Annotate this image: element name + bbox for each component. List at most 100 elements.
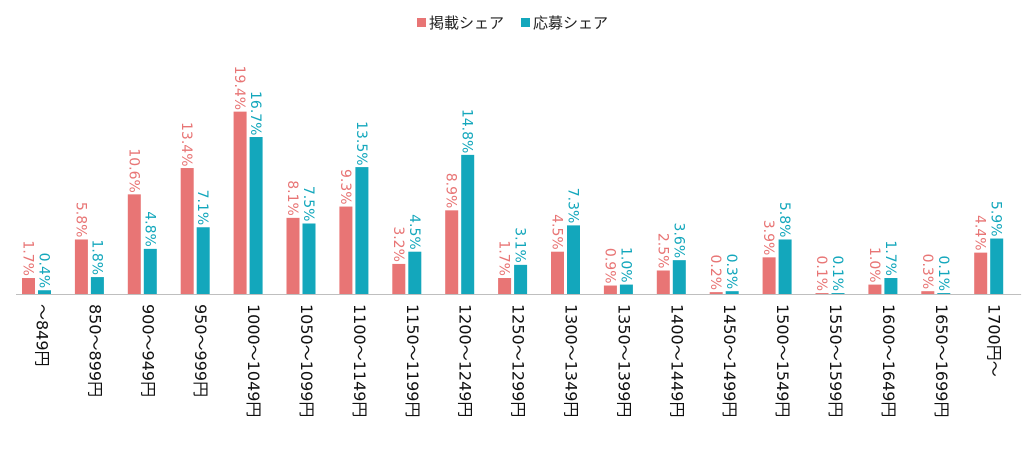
bar-application-6 <box>355 167 369 294</box>
bar-listing-12 <box>656 270 670 294</box>
legend-swatch-1 <box>417 18 426 27</box>
x-tick-label-15: 1550～1599円 <box>826 304 845 417</box>
x-tick-label-9: 1250～1299円 <box>509 304 528 417</box>
data-label-application-8: 14.8% <box>459 109 475 153</box>
data-label-application-15: 0.1% <box>829 255 845 291</box>
data-label-listing-11: 0.9% <box>601 248 617 284</box>
data-label-listing-17: 0.3% <box>919 254 935 290</box>
bar-application-8 <box>461 154 475 294</box>
x-tick-label-13: 1450～1499円 <box>720 304 739 417</box>
data-label-listing-10: 4.5% <box>549 214 565 250</box>
x-tick-label-14: 1500～1549円 <box>773 304 792 417</box>
x-tick-label-7: 1150～1199円 <box>403 304 422 417</box>
data-label-listing-3: 13.4% <box>178 122 194 166</box>
data-label-application-1: 1.8% <box>88 239 104 275</box>
data-label-application-17: 0.1% <box>935 255 951 291</box>
bar-listing-3 <box>180 168 194 294</box>
x-tick-label-16: 1600～1649円 <box>879 304 898 417</box>
bar-listing-18 <box>974 252 988 294</box>
legend-label-1: 掲載シェア <box>429 14 504 32</box>
bar-application-4 <box>249 137 263 294</box>
bar-application-16 <box>884 278 898 294</box>
bar-listing-8 <box>445 210 459 294</box>
bar-listing-0 <box>22 278 35 294</box>
data-label-listing-12: 2.5% <box>654 233 670 269</box>
bar-application-0 <box>38 290 51 294</box>
x-tick-label-3: 950～999円 <box>191 304 210 397</box>
bar-application-13 <box>725 291 739 294</box>
x-tick-label-18: 1700円～ <box>985 304 1004 377</box>
bar-listing-15 <box>815 293 829 294</box>
legend: 掲載シェア 応募シェア <box>417 14 608 32</box>
data-label-listing-13: 0.2% <box>707 255 723 291</box>
data-label-application-16: 1.7% <box>882 240 898 276</box>
x-tick-label-10: 1300～1349円 <box>561 304 580 417</box>
bar-application-17 <box>937 293 951 294</box>
x-tick-label-0: ～849円 <box>32 304 51 367</box>
data-label-listing-0: 1.7% <box>20 240 36 276</box>
data-label-application-2: 4.8% <box>141 211 157 247</box>
x-tick-label-11: 1350～1399円 <box>614 304 633 417</box>
bar-listing-11 <box>603 285 617 294</box>
data-label-listing-2: 10.6% <box>125 148 141 192</box>
data-label-listing-18: 4.4% <box>972 215 988 251</box>
x-tick-label-8: 1200～1249円 <box>456 304 475 417</box>
bar-application-11 <box>619 284 633 294</box>
data-labels: 1.7% 0.4%5.8%1.8%10.6%4.8%13.4%7.1%19.4%1… <box>20 66 1004 291</box>
data-label-application-0: 0.4% <box>36 253 52 289</box>
bar-listing-4 <box>233 111 247 294</box>
bar-listing-10 <box>551 251 564 294</box>
bar-application-18 <box>990 238 1004 294</box>
bar-listing-6 <box>339 206 353 294</box>
x-tick-label-12: 1400～1449円 <box>667 304 686 417</box>
x-tick-label-5: 1050～1099円 <box>297 304 316 417</box>
bar-application-5 <box>302 223 316 294</box>
bar-listing-14 <box>762 257 776 294</box>
bar-listing-13 <box>709 292 723 294</box>
bar-application-2 <box>143 248 157 294</box>
bar-application-7 <box>408 251 422 294</box>
bar-application-3 <box>196 227 210 294</box>
data-label-listing-7: 3.2% <box>390 226 406 262</box>
bar-listing-7 <box>392 263 406 294</box>
bar-application-10 <box>567 225 580 294</box>
bar-application-1 <box>90 277 104 294</box>
data-label-application-13: 0.3% <box>723 254 739 290</box>
data-label-listing-8: 8.9% <box>443 173 459 209</box>
bar-application-12 <box>672 260 686 294</box>
data-label-application-18: 5.9% <box>988 201 1004 237</box>
data-label-listing-1: 5.8% <box>72 202 88 238</box>
bar-listing-5 <box>286 217 300 294</box>
data-label-application-11: 1.0% <box>617 247 633 283</box>
x-tick-label-17: 1650～1699円 <box>932 304 951 417</box>
data-label-application-7: 4.5% <box>406 214 422 250</box>
data-label-listing-4: 19.4% <box>231 66 247 110</box>
bar-application-15 <box>831 293 845 294</box>
x-tick-label-6: 1100～1149円 <box>350 304 369 417</box>
bar-listing-16 <box>868 284 882 294</box>
bars <box>22 111 1004 294</box>
data-label-listing-5: 8.1% <box>284 180 300 216</box>
data-label-listing-6: 9.3% <box>337 169 353 205</box>
x-tick-label-1: 850～899円 <box>85 304 104 397</box>
data-label-listing-15: 0.1% <box>813 255 829 291</box>
data-label-application-5: 7.5% <box>300 186 316 222</box>
bar-application-14 <box>778 239 792 294</box>
data-label-application-3: 7.1% <box>194 190 210 226</box>
legend-swatch-2 <box>521 18 530 27</box>
x-axis-tick-labels: ～849円 850～899円 900～949円 950～999円 1000～1049円 1… <box>32 304 1003 417</box>
bar-listing-17 <box>921 291 935 294</box>
data-label-application-12: 3.6% <box>670 223 686 259</box>
x-tick-label-4: 1000～1049円 <box>244 304 263 417</box>
data-label-application-4: 16.7% <box>247 91 263 135</box>
data-label-application-14: 5.8% <box>776 202 792 238</box>
bar-listing-2 <box>127 194 141 294</box>
x-tick-label-2: 900～949円 <box>138 304 157 397</box>
data-label-application-9: 3.1% <box>512 227 528 263</box>
bar-listing-1 <box>74 239 88 294</box>
legend-label-2: 応募シェア <box>533 14 608 32</box>
bar-listing-9 <box>498 278 512 294</box>
data-label-listing-14: 3.9% <box>760 220 776 256</box>
